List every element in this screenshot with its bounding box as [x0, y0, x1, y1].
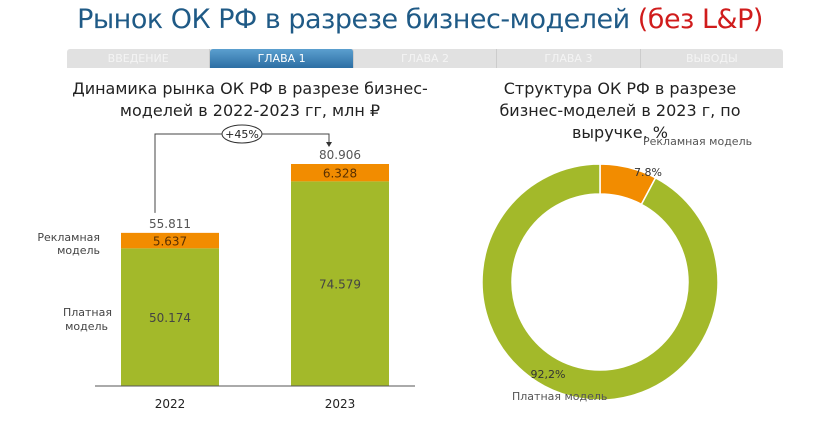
arrow-icon [326, 141, 332, 147]
growth-label: +45% [225, 128, 259, 141]
legend-ad-line1: Рекламная [37, 231, 100, 244]
tab-conclusions[interactable]: ВЫВОДЫ [685, 52, 738, 65]
bar-total-label: 55.811 [149, 217, 191, 231]
bar-paid-label: 50.174 [149, 311, 191, 325]
legend-paid-line1: Платная [63, 306, 112, 319]
bar-paid-label: 74.579 [319, 278, 361, 292]
bar-chart-title: Динамика рынка ОК РФ в разрезе бизнес-мо… [72, 79, 428, 120]
bar-ad [291, 163, 389, 182]
bar-total-label: 80.906 [319, 148, 361, 162]
tab-intro[interactable]: ВВЕДЕНИЕ [67, 49, 211, 68]
title-highlight: (без L&P) [637, 4, 764, 35]
donut-paid-value: 92,2% [531, 368, 566, 381]
bar-ad [121, 232, 219, 249]
tab-chapter-1[interactable]: ГЛАВА 1 [210, 49, 354, 68]
page-title: Рынок ОК РФ в разрезе бизнес-моделей (бе… [0, 4, 840, 35]
x-tick-label: 2023 [325, 397, 356, 411]
x-tick-label: 2022 [155, 397, 186, 411]
title-text: Рынок ОК РФ в разрезе бизнес-моделей [77, 4, 630, 35]
growth-badge [221, 124, 263, 144]
tab-chapter-3[interactable]: ГЛАВА 3 [497, 49, 641, 68]
tab-chapter-2[interactable]: ГЛАВА 2 [354, 49, 498, 68]
tab-bar: ВВЕДЕНИЕ ГЛАВА 1 ГЛАВА 2 ГЛАВА 3 ВЫВОДЫ [67, 49, 783, 68]
donut-legend-ad: Рекламная модель [643, 135, 752, 148]
bar-ad-label: 6.328 [323, 167, 357, 181]
bar-ad-label: 5.637 [153, 235, 187, 249]
donut-ad-value: 7.8% [634, 166, 662, 179]
donut-legend-paid: Платная модель [512, 390, 607, 403]
donut-slice [481, 163, 719, 401]
legend-ad-line2: модель [57, 244, 100, 257]
bar-paid [291, 181, 389, 386]
legend-paid-line2: модель [65, 320, 108, 333]
bar-paid [121, 248, 219, 386]
donut-chart-title: Структура ОК РФ в разрезе бизнес-моделей… [499, 79, 741, 142]
